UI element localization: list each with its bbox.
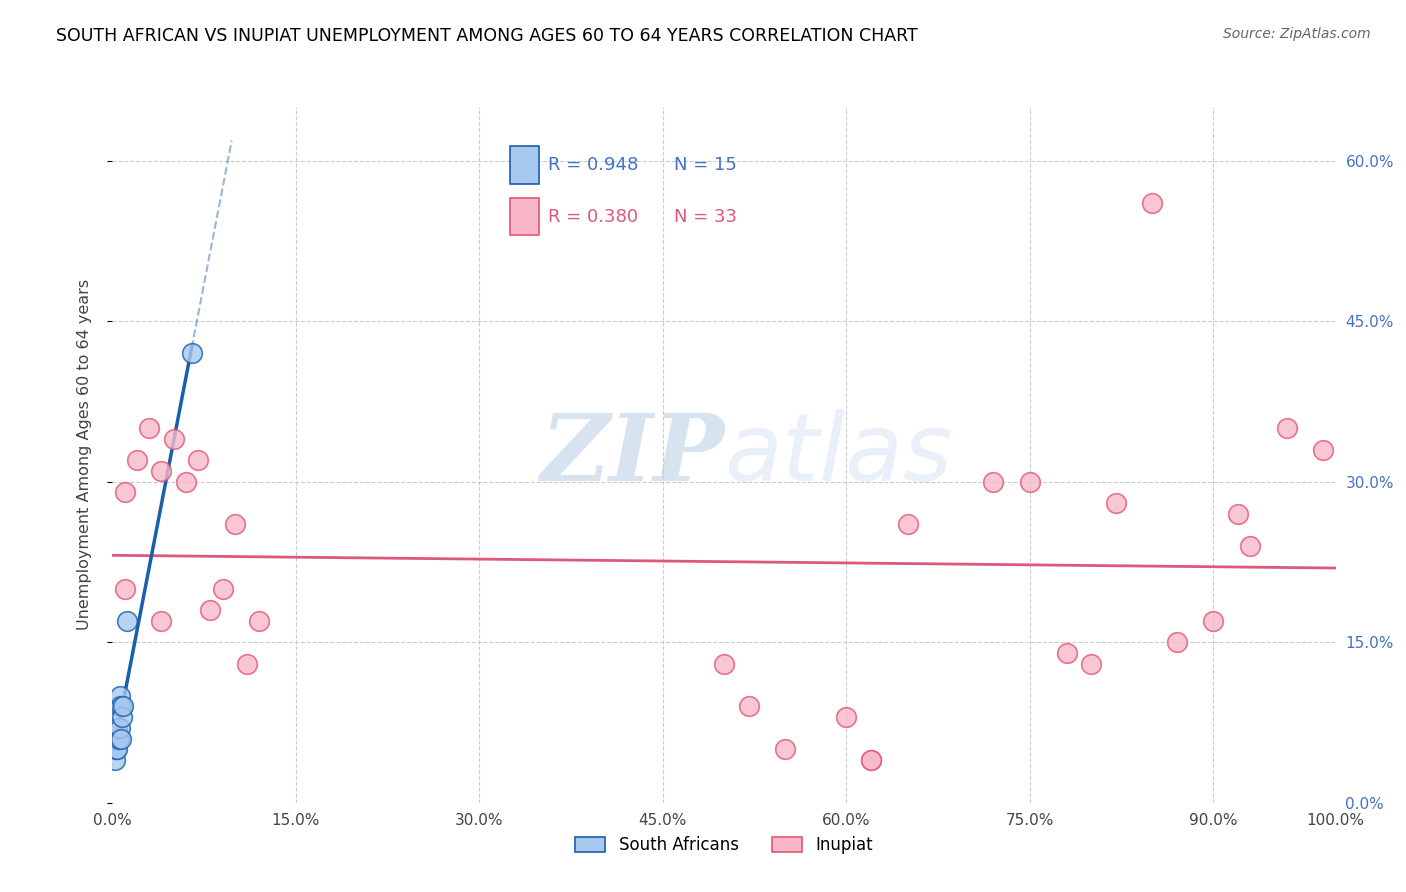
- Point: [110, 731, 132, 746]
- Point: [737, 699, 759, 714]
- Point: [105, 731, 128, 746]
- Point: [110, 699, 132, 714]
- Point: [105, 742, 128, 756]
- Point: [859, 753, 882, 767]
- Text: Source: ZipAtlas.com: Source: ZipAtlas.com: [1223, 27, 1371, 41]
- Point: [104, 753, 127, 767]
- Point: [224, 517, 246, 532]
- Point: [114, 582, 136, 596]
- Point: [105, 721, 128, 735]
- Point: [1056, 646, 1078, 660]
- Point: [150, 464, 173, 478]
- Point: [114, 485, 136, 500]
- Text: atlas: atlas: [724, 409, 952, 500]
- Point: [1166, 635, 1188, 649]
- Point: [115, 614, 138, 628]
- Text: SOUTH AFRICAN VS INUPIAT UNEMPLOYMENT AMONG AGES 60 TO 64 YEARS CORRELATION CHAR: SOUTH AFRICAN VS INUPIAT UNEMPLOYMENT AM…: [56, 27, 918, 45]
- Point: [181, 346, 204, 360]
- Point: [125, 453, 148, 467]
- Point: [187, 453, 209, 467]
- Point: [150, 614, 173, 628]
- Y-axis label: Unemployment Among Ages 60 to 64 years: Unemployment Among Ages 60 to 64 years: [77, 279, 91, 631]
- Point: [1104, 496, 1126, 510]
- Point: [108, 721, 131, 735]
- Point: [1312, 442, 1334, 457]
- Point: [713, 657, 735, 671]
- Point: [835, 710, 858, 724]
- Point: [1226, 507, 1249, 521]
- Legend: South Africans, Inupiat: South Africans, Inupiat: [568, 830, 880, 861]
- Point: [775, 742, 797, 756]
- Point: [163, 432, 186, 446]
- Point: [200, 603, 222, 617]
- Text: ZIP: ZIP: [540, 410, 724, 500]
- Point: [138, 421, 160, 435]
- Point: [107, 699, 129, 714]
- Point: [111, 710, 134, 724]
- Point: [112, 699, 135, 714]
- Point: [859, 753, 882, 767]
- Point: [1018, 475, 1040, 489]
- Point: [1080, 657, 1102, 671]
- Point: [105, 742, 128, 756]
- Point: [1275, 421, 1298, 435]
- Point: [108, 689, 131, 703]
- Point: [1142, 196, 1164, 211]
- Point: [981, 475, 1004, 489]
- Point: [897, 517, 920, 532]
- Point: [174, 475, 197, 489]
- Point: [107, 731, 129, 746]
- Point: [236, 657, 259, 671]
- Point: [1239, 539, 1261, 553]
- Point: [247, 614, 270, 628]
- Point: [1202, 614, 1225, 628]
- Point: [211, 582, 233, 596]
